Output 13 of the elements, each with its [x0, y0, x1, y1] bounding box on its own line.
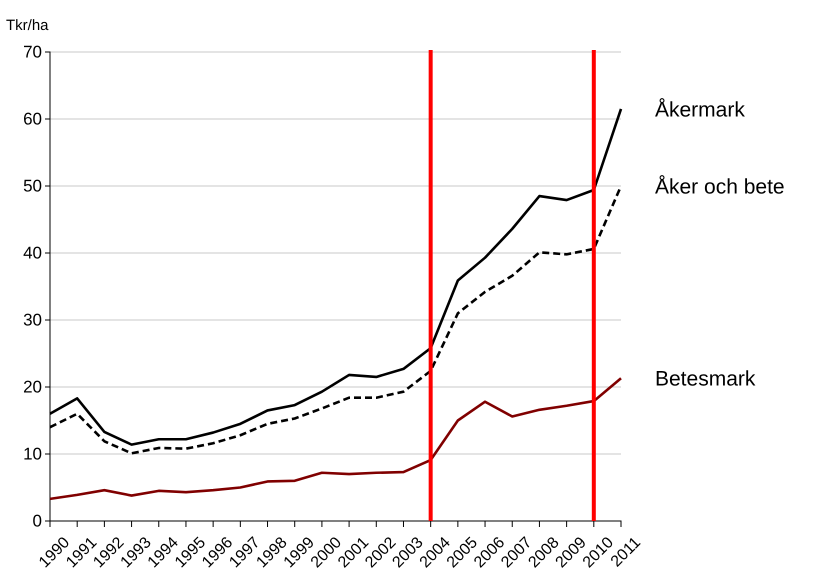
- y-tick-label: 50: [23, 176, 42, 196]
- y-tick-label: 30: [23, 310, 42, 330]
- y-tick-label: 40: [23, 243, 42, 262]
- series-label: Åkermark: [655, 97, 746, 122]
- y-tick-label: 20: [23, 377, 42, 396]
- line-series: [48, 376, 622, 500]
- y-tick-label: 60: [23, 109, 42, 128]
- series-label: Betesmark: [655, 368, 756, 391]
- y-tick-label: 10: [23, 444, 42, 464]
- y-axis-title: Tkr/ha: [6, 17, 50, 34]
- y-tick-label: 70: [23, 42, 42, 62]
- y-tick-label: 0: [32, 511, 42, 530]
- series-label: Åker och bete: [655, 174, 785, 198]
